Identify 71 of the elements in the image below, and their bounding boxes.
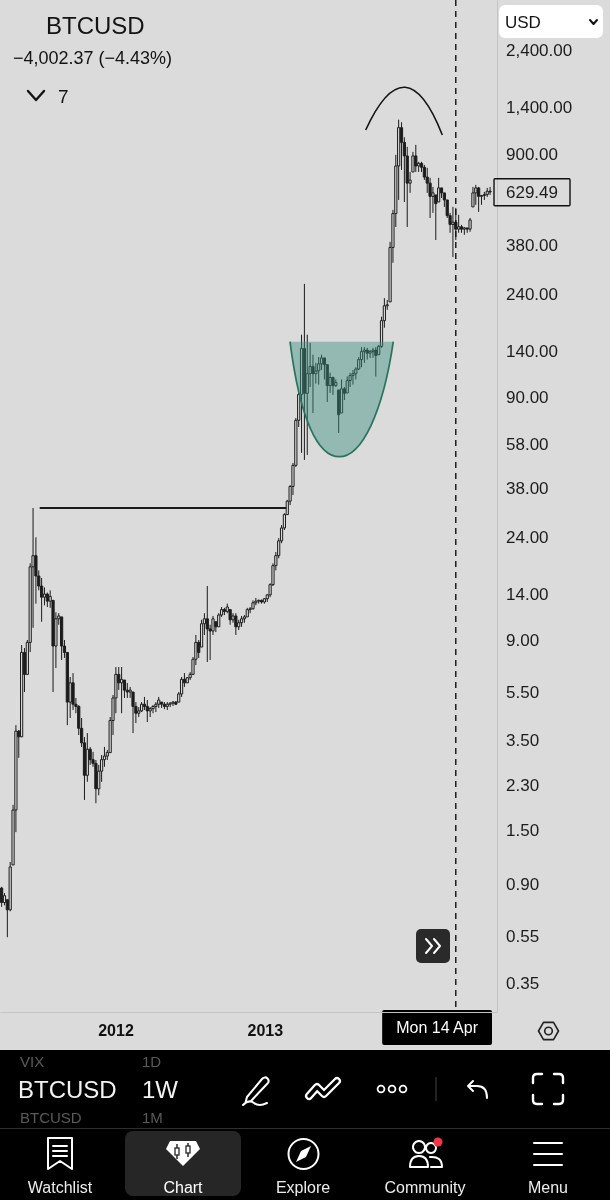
candlestick	[125, 682, 129, 699]
text: BTCUSD	[18, 1075, 117, 1103]
candlestick	[332, 376, 334, 396]
y-tick-label: 0.35	[506, 974, 540, 994]
candlestick	[262, 597, 267, 605]
text: 1W	[142, 1075, 179, 1103]
y-tick-label: 2.30	[506, 775, 540, 795]
candlestick	[151, 704, 155, 714]
ref-line-label: Mon 14 Apr	[396, 1018, 479, 1036]
text: Community	[384, 1178, 466, 1196]
candlestick	[362, 346, 366, 364]
y-tick-label: 90.00	[506, 388, 549, 408]
annotation: 7	[58, 85, 69, 107]
y-tick-label: 900.00	[506, 144, 558, 164]
y-tick-label: 38.00	[506, 479, 549, 499]
y-tick-label: 140.00	[506, 341, 558, 361]
candlestick	[254, 597, 258, 606]
candlestick	[159, 701, 164, 709]
y-tick-label: 5.50	[506, 683, 540, 703]
x-tick-label: 2013	[247, 1022, 284, 1040]
text: Chart	[163, 1178, 204, 1196]
candlestick	[471, 186, 475, 208]
text: BTCUSD	[46, 11, 145, 39]
candlestick	[234, 612, 238, 636]
y-tick-label: 9.00	[506, 631, 540, 651]
candlestick	[60, 616, 64, 661]
candlestick	[303, 283, 305, 461]
candlestick	[317, 356, 321, 386]
candlestick	[366, 347, 368, 361]
text: −4,002.37 (−4.43%)	[13, 48, 173, 68]
text: Explore	[275, 1178, 331, 1196]
candlestick	[351, 369, 355, 386]
y-tick-label: 0.55	[506, 926, 540, 946]
text: Watchlist	[27, 1178, 93, 1196]
text: VIX	[20, 1052, 45, 1070]
candlestick	[205, 585, 209, 663]
y-tick-label: 240.00	[506, 284, 558, 304]
candlestick	[168, 701, 172, 708]
y-tick-label: 2,400.00	[506, 41, 573, 61]
text: Menu	[527, 1178, 569, 1196]
y-tick-label: 1.50	[506, 820, 540, 840]
text: BTCUSD	[20, 1108, 82, 1126]
candlestick	[131, 691, 135, 734]
text: 1D	[142, 1052, 162, 1070]
candlestick	[477, 186, 481, 213]
candlestick	[154, 701, 158, 713]
y-tick-label: 629.49	[506, 182, 558, 202]
candlestick	[139, 701, 144, 713]
y-tick-label: 58.00	[506, 434, 549, 454]
y-tick-label: 380.00	[506, 236, 558, 256]
candlestick	[171, 700, 175, 707]
candlestick	[157, 696, 161, 709]
text: USD	[505, 12, 541, 32]
candlestick	[0, 886, 4, 908]
candlestick	[485, 187, 489, 198]
candlestick	[120, 666, 124, 714]
candlestick	[251, 599, 255, 611]
y-tick-label: 24.00	[506, 527, 549, 547]
text: 1M	[142, 1108, 163, 1126]
y-tick-label: 0.90	[506, 874, 540, 894]
y-tick-label: 3.50	[506, 731, 540, 751]
x-tick-label: 2012	[98, 1022, 134, 1040]
candlestick	[222, 607, 227, 616]
candlestick	[468, 217, 472, 233]
y-tick-label: 14.00	[506, 584, 549, 604]
y-tick-label: 1,400.00	[506, 98, 573, 118]
candlestick	[368, 349, 372, 359]
candlestick	[375, 346, 377, 378]
candlestick	[414, 144, 418, 173]
candlestick	[145, 699, 149, 723]
candlestick	[239, 615, 244, 628]
